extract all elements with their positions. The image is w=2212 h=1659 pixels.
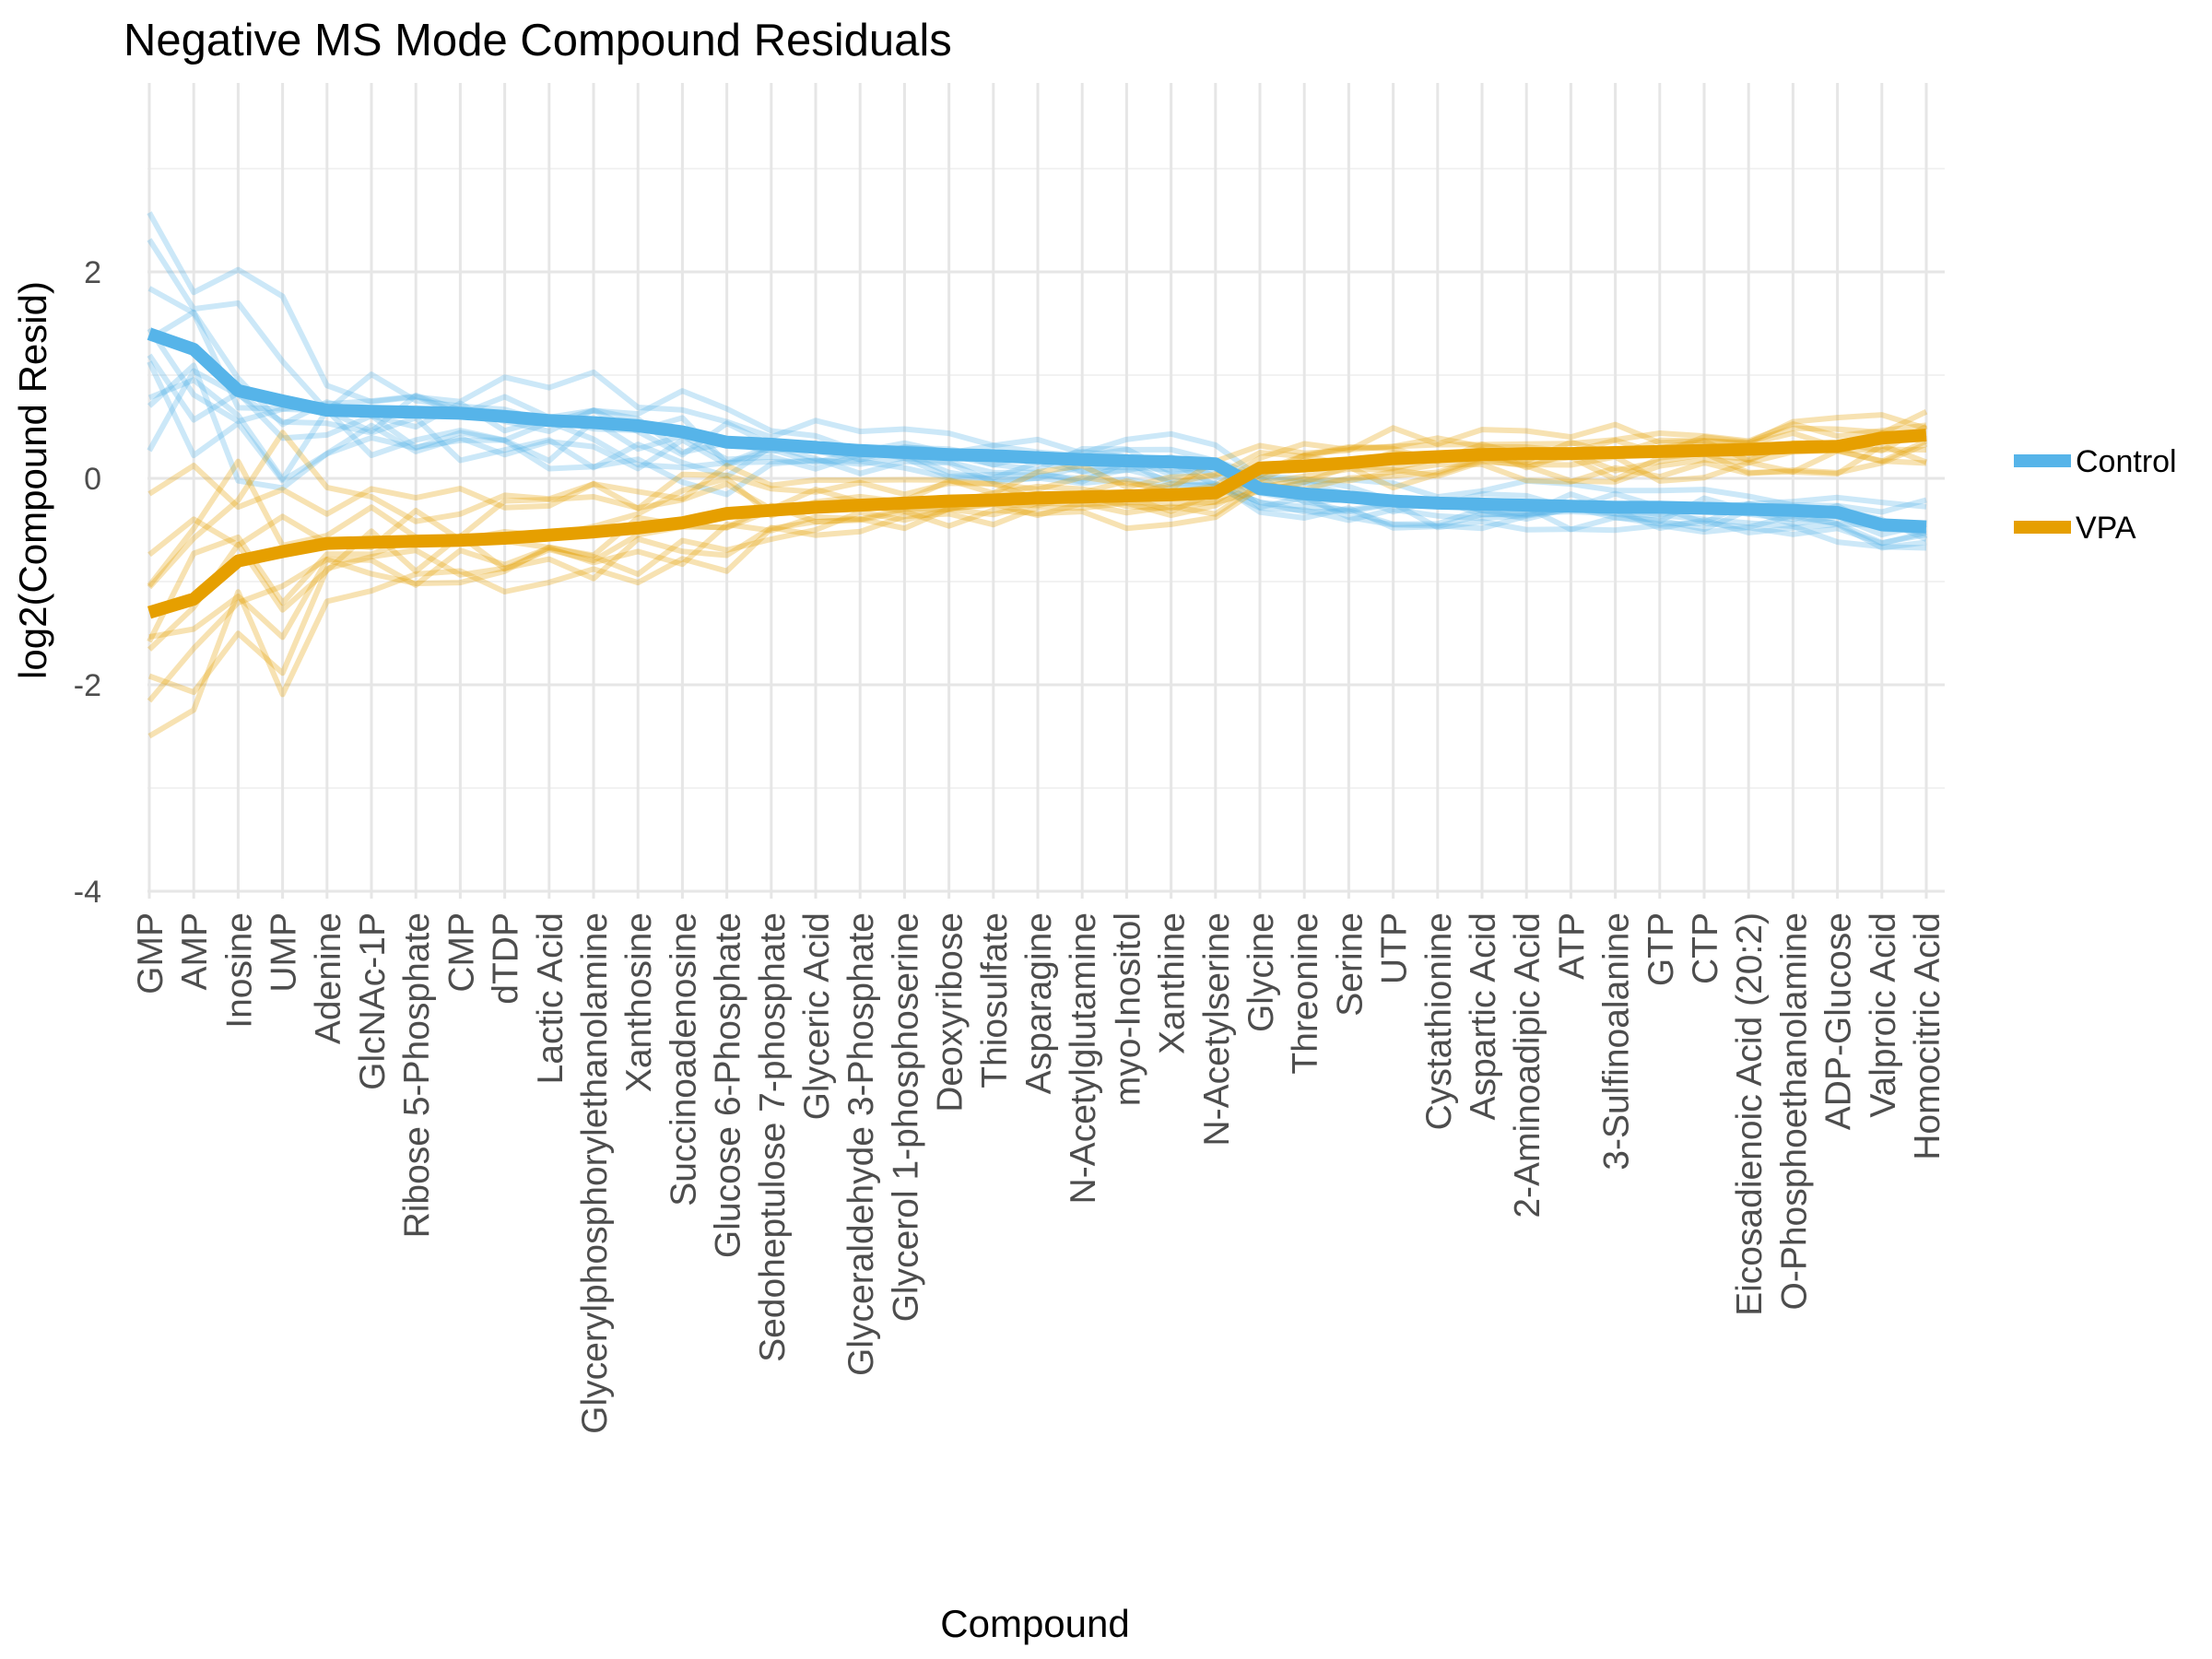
x-tick-label: Ribose 5-Phosphate — [397, 912, 437, 1238]
x-tick-label: Inosine — [219, 912, 259, 1029]
x-tick-label: Xanthine — [1153, 912, 1193, 1054]
sample-line — [147, 421, 1927, 590]
x-tick-label: myo-Inositol — [1108, 912, 1147, 1106]
sample-line — [147, 425, 1927, 558]
x-tick-label: ATP — [1552, 912, 1592, 980]
x-tick-label: GlcNAc-1P — [353, 912, 393, 1090]
x-tick-label: 2-Aminoadipic Acid — [1508, 912, 1547, 1218]
x-tick-label: UTP — [1375, 912, 1415, 984]
x-tick-label: Serine — [1330, 912, 1370, 1017]
sample-line — [147, 360, 1927, 551]
mean-lines — [147, 327, 1927, 619]
legend-label: VPA — [2076, 511, 2136, 546]
x-tick-label: AMP — [175, 912, 215, 991]
x-tick-label: Aspartic Acid — [1464, 912, 1503, 1120]
sample-line — [147, 447, 1927, 696]
x-tick-labels: GMP AMP Inosine UMP Adenine GlcNAc-1P Ribose 5… — [131, 912, 1947, 1434]
y-tick-label: 2 — [84, 255, 101, 290]
x-tick-label: Lactic Acid — [531, 912, 571, 1084]
x-tick-label: CTP — [1686, 912, 1725, 984]
x-tick-label: Eicosadienoic Acid (20:2) — [1730, 912, 1770, 1316]
sample-line — [147, 377, 1927, 551]
legend-swatch — [2014, 454, 2071, 467]
legend: Control VPA — [2014, 444, 2177, 546]
sample-line — [147, 441, 1928, 739]
sample-line — [147, 368, 1927, 547]
x-tick-label: Glyceric Acid — [797, 912, 837, 1120]
sample-line — [147, 211, 1927, 515]
x-tick-label: 3-Sulfinoalanine — [1597, 912, 1637, 1171]
x-tick-label: Glucose 6-Phosphate — [709, 912, 748, 1258]
x-tick-label: UMP — [265, 912, 304, 993]
x-tick-label: Glycine — [1241, 912, 1281, 1032]
x-tick-label: N-Acetylglutamine — [1064, 912, 1103, 1204]
sample-lines — [147, 211, 1928, 739]
x-tick-label: Deoxyribose — [931, 912, 971, 1112]
y-tick-label: -4 — [74, 875, 101, 910]
series-line-vpa — [147, 429, 1927, 619]
x-tick-label: Cystathionine — [1419, 912, 1459, 1130]
x-tick-label: dTDP — [487, 912, 526, 1005]
sample-line — [147, 442, 1928, 703]
x-tick-label: Valproic Acid — [1864, 912, 1903, 1118]
sample-line — [147, 412, 1927, 517]
x-tick-label: Glycerol 1-phosphoserine — [886, 912, 925, 1322]
x-tick-label: GTP — [1641, 912, 1681, 986]
y-tick-label: -2 — [74, 668, 101, 703]
legend-label: Control — [2076, 444, 2177, 479]
x-tick-label: GMP — [131, 912, 171, 994]
sample-line — [147, 362, 1927, 536]
x-tick-label: ADP-Glucose — [1819, 912, 1859, 1130]
y-tick-label: 0 — [84, 462, 101, 497]
series-line-control — [147, 327, 1927, 534]
x-tick-label: Sedoheptulose 7-phosphate — [753, 912, 793, 1362]
grid-minor — [147, 168, 1945, 789]
chart-title: Negative MS Mode Compound Residuals — [124, 16, 952, 65]
x-tick-label: Homocitric Acid — [1908, 912, 1947, 1160]
x-tick-label: Glycerylphosphorylethanolamine — [575, 912, 615, 1434]
x-tick-label: Xanthosine — [619, 912, 659, 1092]
x-tick-label: Threonine — [1286, 912, 1325, 1075]
x-tick-label: Glyceraldehyde 3-Phosphate — [841, 912, 881, 1376]
x-tick-label: Succinoadenosine — [664, 912, 703, 1206]
x-tick-label: O-Phosphoethanolamine — [1774, 912, 1814, 1310]
x-tick-label: N-Acetylserine — [1197, 912, 1237, 1147]
y-axis-title: log2(Compound Resid) — [11, 281, 54, 679]
x-tick-label: CMP — [441, 912, 481, 993]
legend-swatch — [2014, 521, 2071, 534]
y-tick-labels: 2 0 -2 -4 — [74, 255, 101, 910]
x-axis-title: Compound — [940, 1602, 1129, 1645]
grid-major — [147, 83, 1945, 899]
x-tick-label: Adenine — [309, 912, 348, 1044]
x-tick-label: Asparagine — [1019, 912, 1059, 1094]
x-tick-label: Thiosulfate — [975, 912, 1015, 1088]
